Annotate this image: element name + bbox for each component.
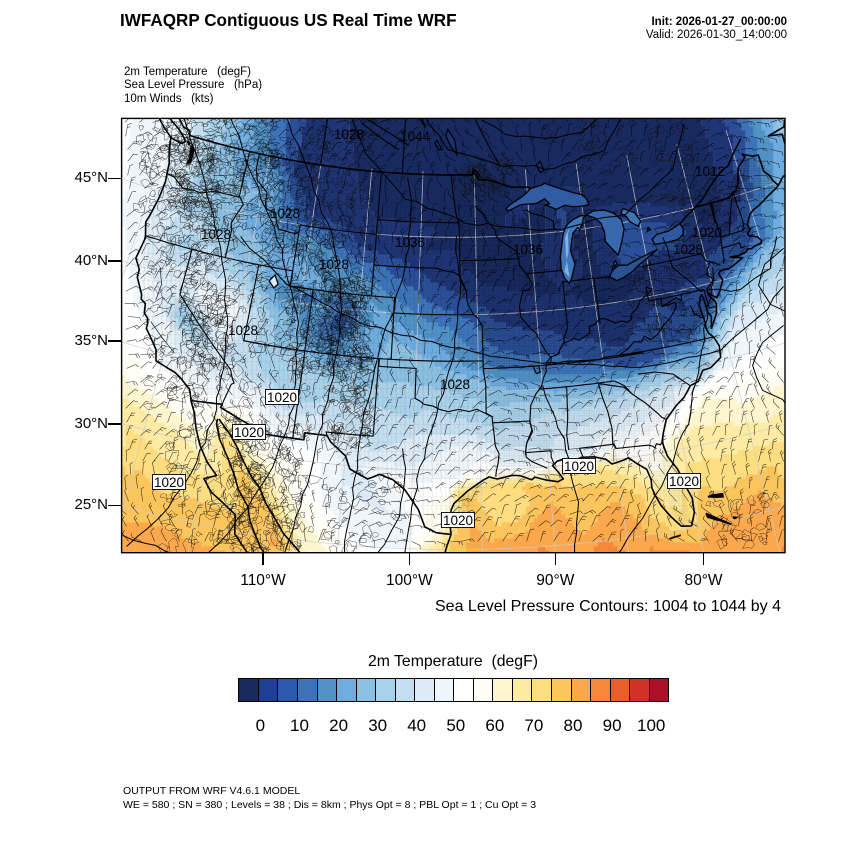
svg-text:1028: 1028 (228, 323, 258, 338)
svg-text:1036: 1036 (513, 242, 543, 257)
svg-text:1020: 1020 (234, 425, 264, 440)
svg-text:1044: 1044 (400, 129, 431, 144)
svg-text:1020: 1020 (267, 390, 297, 405)
svg-text:1028: 1028 (440, 377, 470, 392)
svg-text:1020: 1020 (154, 475, 184, 490)
svg-text:1020: 1020 (443, 513, 473, 528)
svg-text:1020: 1020 (692, 225, 722, 240)
svg-text:1028: 1028 (319, 257, 349, 272)
svg-text:1028: 1028 (334, 127, 364, 142)
svg-text:1012: 1012 (695, 164, 725, 179)
svg-text:1036: 1036 (395, 235, 425, 250)
svg-text:1028: 1028 (270, 206, 300, 221)
svg-text:1020: 1020 (564, 459, 594, 474)
svg-text:1028: 1028 (673, 242, 703, 257)
svg-text:1020: 1020 (669, 474, 699, 489)
svg-text:1028: 1028 (201, 227, 231, 242)
